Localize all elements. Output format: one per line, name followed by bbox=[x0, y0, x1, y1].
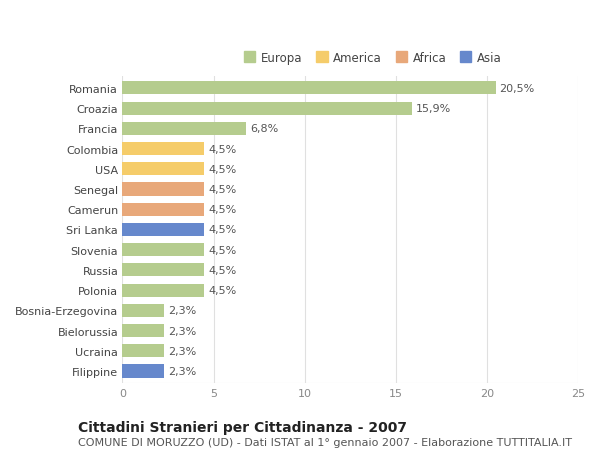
Text: 20,5%: 20,5% bbox=[500, 84, 535, 94]
Text: 4,5%: 4,5% bbox=[208, 164, 236, 174]
Text: 2,3%: 2,3% bbox=[168, 346, 196, 356]
Bar bbox=[122, 203, 205, 216]
Bar bbox=[122, 244, 205, 257]
Bar bbox=[122, 82, 496, 95]
Bar bbox=[122, 143, 205, 156]
Bar bbox=[122, 284, 205, 297]
Text: 4,5%: 4,5% bbox=[208, 285, 236, 296]
Text: 2,3%: 2,3% bbox=[168, 366, 196, 376]
Bar bbox=[122, 264, 205, 277]
Bar bbox=[122, 123, 247, 135]
Text: 4,5%: 4,5% bbox=[208, 245, 236, 255]
Text: 6,8%: 6,8% bbox=[250, 124, 278, 134]
Bar bbox=[122, 183, 205, 196]
Text: Cittadini Stranieri per Cittadinanza - 2007: Cittadini Stranieri per Cittadinanza - 2… bbox=[78, 420, 407, 434]
Bar bbox=[122, 324, 164, 337]
Text: 4,5%: 4,5% bbox=[208, 265, 236, 275]
Bar bbox=[122, 163, 205, 176]
Legend: Europa, America, Africa, Asia: Europa, America, Africa, Asia bbox=[244, 52, 502, 65]
Text: 4,5%: 4,5% bbox=[208, 205, 236, 215]
Text: 15,9%: 15,9% bbox=[416, 104, 451, 114]
Text: 2,3%: 2,3% bbox=[168, 306, 196, 316]
Text: 4,5%: 4,5% bbox=[208, 144, 236, 154]
Text: COMUNE DI MORUZZO (UD) - Dati ISTAT al 1° gennaio 2007 - Elaborazione TUTTITALIA: COMUNE DI MORUZZO (UD) - Dati ISTAT al 1… bbox=[78, 437, 572, 448]
Bar bbox=[122, 304, 164, 317]
Text: 4,5%: 4,5% bbox=[208, 185, 236, 195]
Bar bbox=[122, 344, 164, 358]
Bar bbox=[122, 224, 205, 236]
Bar bbox=[122, 102, 412, 115]
Bar bbox=[122, 364, 164, 378]
Text: 2,3%: 2,3% bbox=[168, 326, 196, 336]
Text: 4,5%: 4,5% bbox=[208, 225, 236, 235]
